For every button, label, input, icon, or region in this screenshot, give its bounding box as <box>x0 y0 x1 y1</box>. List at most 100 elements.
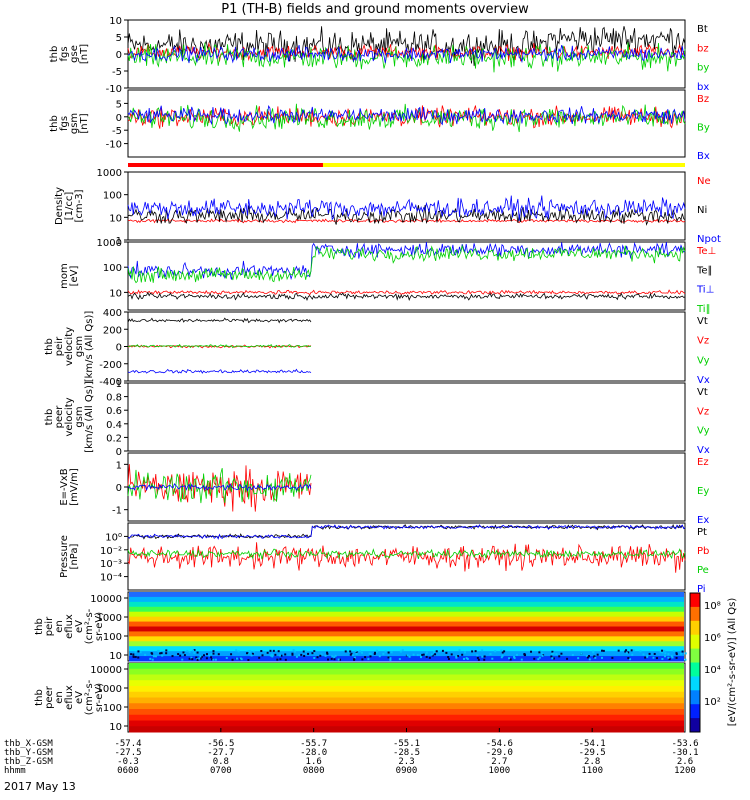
spectrogram-speckle <box>252 650 255 653</box>
ylabel-peir-velocity-1: peir <box>54 336 65 356</box>
ylabel-pressure-1: [nPa] <box>69 543 80 569</box>
spectrogram-speckle <box>389 658 392 661</box>
ylabel-peir-spectrogram-2: en <box>54 620 65 633</box>
spectrogram-speckle <box>447 655 450 658</box>
ytick-label-temperature-0: 10 <box>109 288 122 299</box>
legend-fgs-gsm-By: By <box>697 123 710 134</box>
orbit-value-2-1: 0.8 <box>213 757 229 767</box>
spectrogram-speckle <box>149 657 152 660</box>
spectrogram-speckle <box>387 651 390 654</box>
spectrogram-speckle <box>389 657 392 660</box>
spectrogram-speckle <box>551 650 554 653</box>
spectrogram-speckle <box>354 650 357 653</box>
spectrogram-band-peir-spectrogram-11 <box>129 646 684 652</box>
spectrogram-speckle <box>247 658 250 661</box>
spectrogram-speckle <box>552 657 555 660</box>
spectrogram-speckle <box>461 653 464 656</box>
ytick-label-peir-velocity-0: -400 <box>99 377 122 388</box>
series-line-density-Ne <box>127 218 686 224</box>
spectrogram-speckle <box>639 650 642 653</box>
spectrogram-speckle <box>179 654 182 657</box>
spectrogram-band-peer-spectrogram-0 <box>129 663 684 670</box>
spectrogram-speckle <box>412 653 415 656</box>
spectrogram-speckle <box>246 652 249 655</box>
spectrogram-speckle <box>130 653 133 656</box>
series-line-temperature-Ti⊥ <box>127 241 686 281</box>
orbit-value-1-3: -28.5 <box>393 748 420 758</box>
colorbar-tick-0: 10⁸ <box>704 601 721 612</box>
ylabel-temperature-0: mom <box>59 263 70 289</box>
panel-frame-peer-velocity <box>127 382 686 452</box>
series-line-fgs-gse-bz <box>127 41 686 62</box>
series-line-temperature-Ti∥ <box>127 244 686 284</box>
spectrogram-speckle <box>171 655 174 658</box>
spectrogram-speckle <box>629 658 632 661</box>
spectrogram-speckle <box>455 656 458 659</box>
spectrogram-speckle <box>338 658 341 661</box>
spectrogram-speckle <box>237 650 240 653</box>
spectrogram-speckle <box>627 657 630 660</box>
spectrogram-band-peir-spectrogram-13 <box>129 656 684 662</box>
spectrogram-speckle <box>625 649 628 652</box>
ytick-label-density-3: 1000 <box>97 168 122 179</box>
spectrogram-speckle <box>272 649 275 652</box>
orbit-value-3-3: 0900 <box>396 766 418 776</box>
spectrogram-speckle <box>324 654 327 657</box>
spectrogram-speckle <box>627 651 630 654</box>
spectrogram-speckle <box>199 655 202 658</box>
legend-peer-velocity-Vz: Vz <box>697 406 709 417</box>
spectrogram-speckle <box>210 652 213 655</box>
orbit-value-3-4: 1000 <box>488 766 510 776</box>
spectrogram-speckle <box>432 651 435 654</box>
spectrogram-speckle <box>538 656 541 659</box>
spectrogram-speckle <box>358 650 361 653</box>
spectrogram-band-peer-spectrogram-9 <box>129 714 684 721</box>
spectrogram-speckle <box>193 651 196 654</box>
spectrogram-speckle <box>247 650 250 653</box>
spectrogram-speckle <box>361 658 364 661</box>
spectrogram-speckle <box>509 658 512 661</box>
spectrogram-speckle <box>594 656 597 659</box>
spectrogram-speckle <box>247 651 250 654</box>
spectrogram-speckle <box>331 655 334 658</box>
orbit-value-0-5: -54.1 <box>579 739 606 749</box>
ytick-label-peir-spectrogram-10: 10 <box>109 651 122 662</box>
legend-peir-velocity-Vy: Vy <box>697 355 710 366</box>
ylabel-density-1: [1/cc] <box>64 192 75 221</box>
spectrogram-speckle <box>550 655 553 658</box>
spectrogram-speckle <box>656 657 659 660</box>
orbit-value-2-2: 1.6 <box>306 757 322 767</box>
spectrogram-speckle <box>230 653 233 656</box>
spectrogram-speckle <box>193 649 196 652</box>
legend-peir-velocity-Vt: Vt <box>697 316 708 327</box>
ylabel-fgs-gse-0: thb <box>49 46 60 63</box>
spectrogram-speckle <box>349 653 352 656</box>
spectrogram-speckle <box>420 656 423 659</box>
spectrogram-speckle <box>352 654 355 657</box>
ylabel-peer-spectrogram-1: peer <box>44 685 55 709</box>
spectrogram-speckle <box>295 655 298 658</box>
spectrogram-band-peir-spectrogram-10 <box>129 641 684 647</box>
spectrogram-speckle <box>375 650 378 653</box>
spectrogram-speckle <box>524 654 527 657</box>
colorbar-swatch-2 <box>690 620 700 636</box>
spectrogram-speckle <box>284 658 287 661</box>
spectrogram-speckle <box>225 656 228 659</box>
spectrogram-speckle <box>481 649 484 652</box>
spectrogram-speckle <box>428 656 431 659</box>
spectrogram-speckle <box>291 653 294 656</box>
plot-title: P1 (TH-B) fields and ground moments over… <box>221 2 529 17</box>
spectrogram-speckle <box>646 655 649 658</box>
spectrogram-band-peer-spectrogram-7 <box>129 703 684 710</box>
spectrogram-speckle <box>541 652 544 655</box>
ytick-label-fgs-gsm-2: 0 <box>116 113 122 124</box>
spectrogram-speckle <box>182 651 185 654</box>
series-line-efield-Ey <box>127 467 312 504</box>
spectrogram-speckle <box>630 649 633 652</box>
ylabel-peer-spectrogram-0: thb <box>34 689 45 706</box>
legend-temperature-Te⊥: Te⊥ <box>696 246 716 257</box>
orbit-value-0-2: -55.7 <box>300 739 327 749</box>
spectrogram-speckle <box>438 650 441 653</box>
spectrogram-speckle <box>284 653 287 656</box>
ytick-label-peir-velocity-2: 0 <box>116 343 122 354</box>
